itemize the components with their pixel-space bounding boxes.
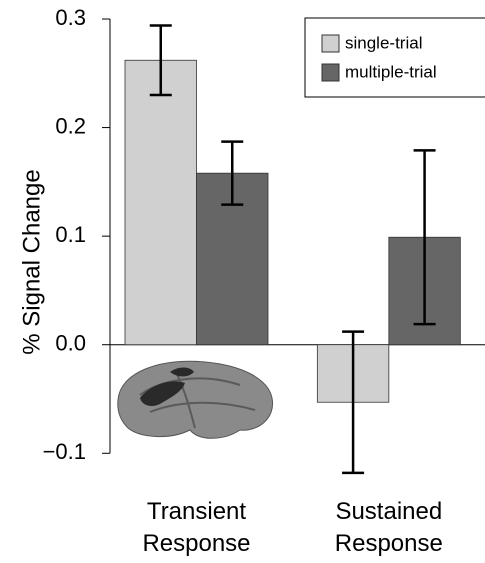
legend-label: multiple-trial xyxy=(345,62,437,81)
bar xyxy=(124,59,197,346)
y-axis-title: % Signal Change xyxy=(18,169,45,354)
y-tick-label: 0.2 xyxy=(55,113,86,138)
x-tick-label: Transient Response xyxy=(142,498,251,557)
x-tick-label: Sustained Response xyxy=(334,498,443,557)
legend-label: single-trial xyxy=(345,33,422,52)
legend-box xyxy=(304,17,485,98)
y-tick-label: 0.0 xyxy=(55,331,86,356)
legend-swatch xyxy=(321,34,340,53)
brain-image xyxy=(117,360,274,439)
y-tick-label: 0.1 xyxy=(55,222,86,247)
legend-swatch xyxy=(321,63,340,82)
y-tick-label: −0.1 xyxy=(43,439,86,464)
y-tick-label: 0.3 xyxy=(55,5,86,30)
